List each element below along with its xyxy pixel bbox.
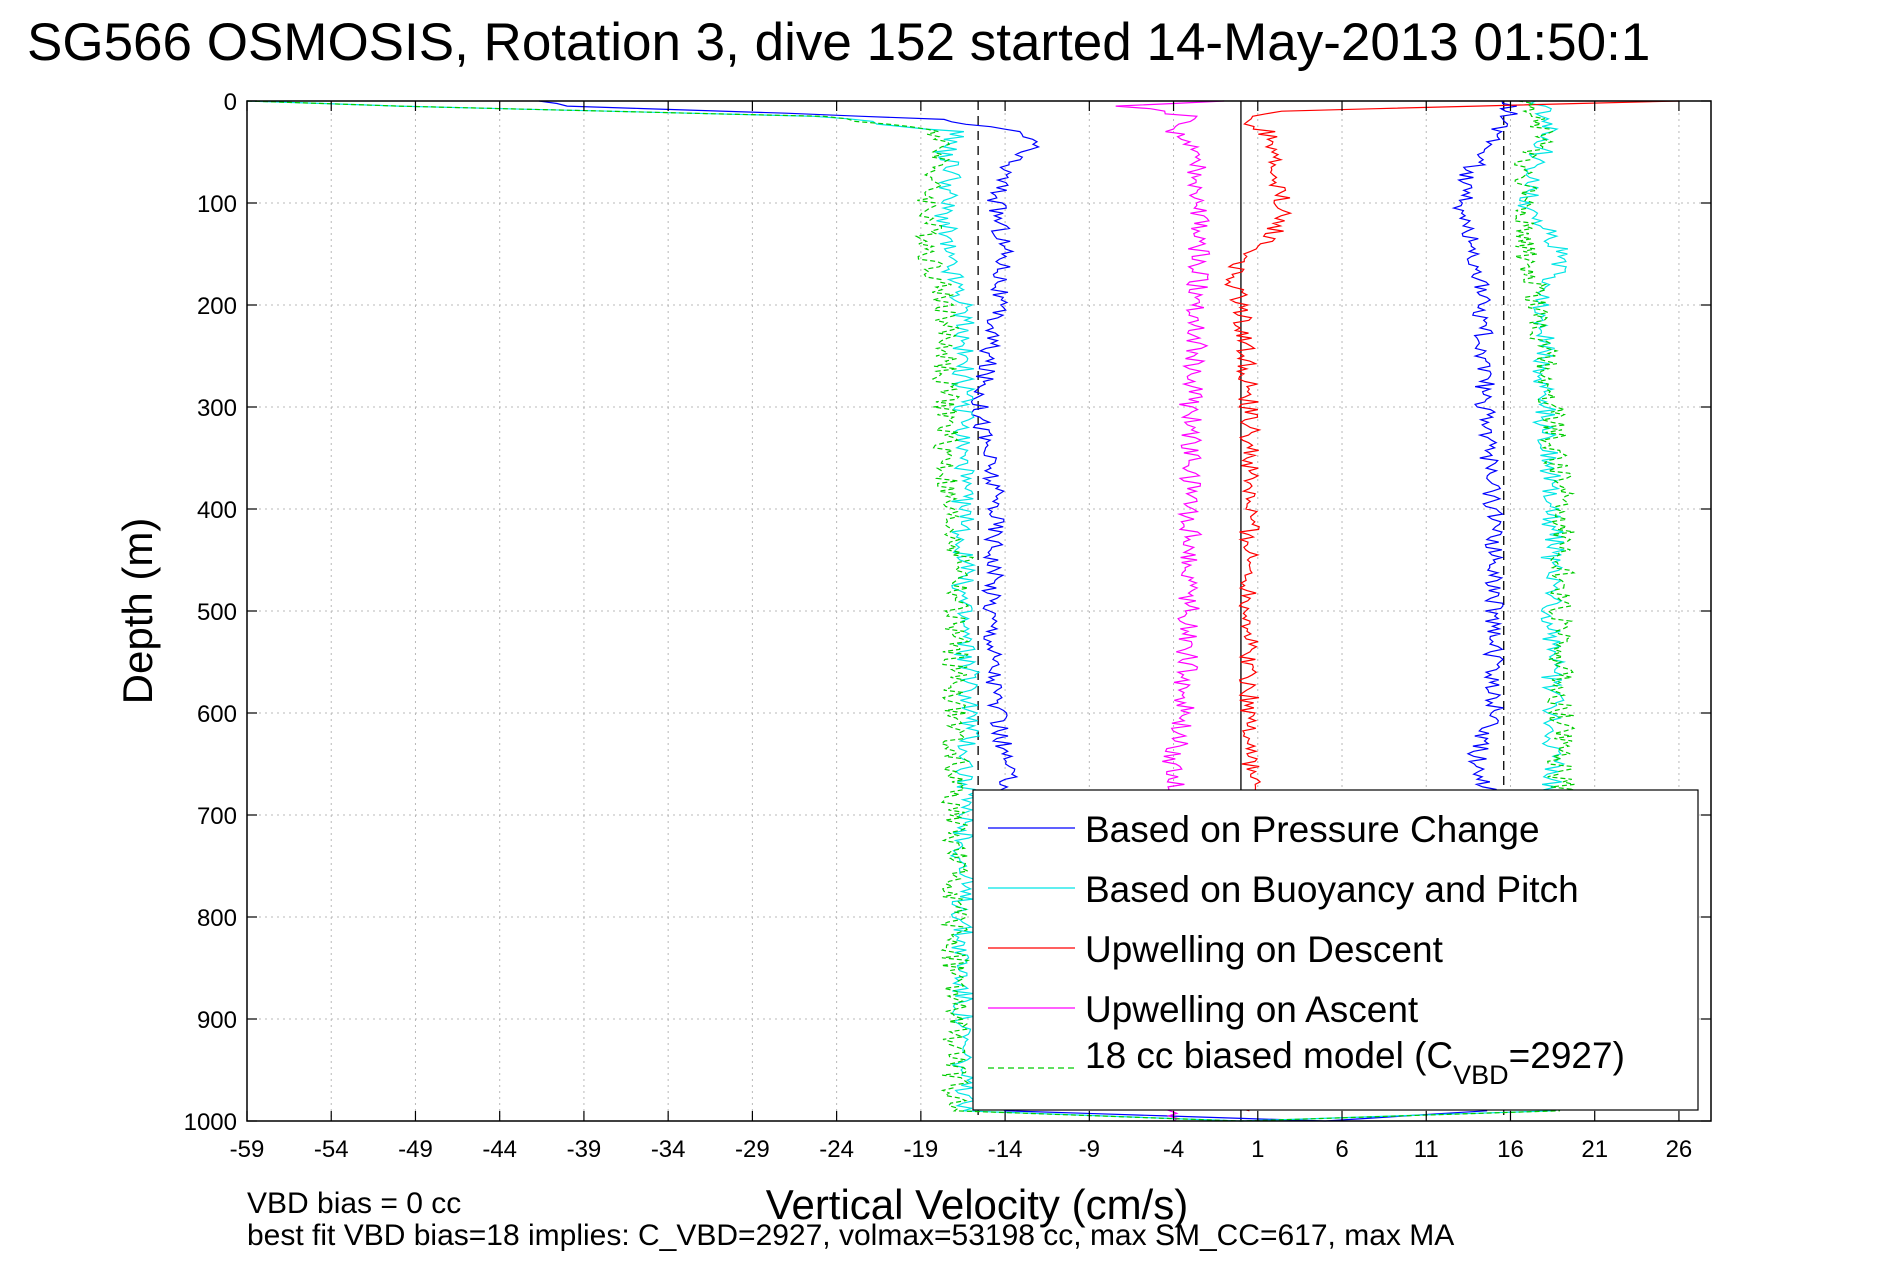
legend-label-ascent: Upwelling on Ascent bbox=[1085, 989, 1419, 1030]
legend-label-pressure: Based on Pressure Change bbox=[1085, 809, 1540, 850]
x-tick-label: -14 bbox=[988, 1136, 1023, 1163]
x-tick-label: -49 bbox=[398, 1136, 433, 1163]
legend-label-model: 18 cc biased model (CVBD=2927) bbox=[1085, 1035, 1625, 1090]
axis-ticks bbox=[246, 100, 1711, 1122]
y-tick-label: 300 bbox=[197, 395, 237, 422]
y-tick-label: 200 bbox=[197, 293, 237, 320]
legend-label-buoyancy: Based on Buoyancy and Pitch bbox=[1085, 869, 1579, 910]
x-tick-label: -24 bbox=[819, 1136, 854, 1163]
y-tick-label: 1000 bbox=[184, 1109, 237, 1136]
y-tick-label: 0 bbox=[224, 89, 237, 116]
y-tick-label: 700 bbox=[197, 803, 237, 830]
legend-box bbox=[972, 789, 1699, 1111]
x-tick-label: -59 bbox=[230, 1136, 265, 1163]
y-tick-labels: 0 100 200 300 400 500 600 700 800 900 1000 bbox=[184, 89, 237, 1136]
x-tick-label: -4 bbox=[1163, 1136, 1184, 1163]
x-tick-label: -29 bbox=[735, 1136, 770, 1163]
y-tick-label: 600 bbox=[197, 701, 237, 728]
x-tick-label: -19 bbox=[904, 1136, 939, 1163]
legend: Based on Pressure Change Based on Buoyan… bbox=[972, 789, 1699, 1111]
x-tick-label: -54 bbox=[314, 1136, 349, 1163]
footer-line-1: VBD bias = 0 cc bbox=[247, 1187, 461, 1220]
x-tick-label: 1 bbox=[1251, 1136, 1264, 1163]
chart-title: SG566 OSMOSIS, Rotation 3, dive 152 star… bbox=[27, 13, 1650, 72]
x-tick-label: -44 bbox=[482, 1136, 517, 1163]
x-tick-label: -9 bbox=[1079, 1136, 1100, 1163]
legend-label-descent: Upwelling on Descent bbox=[1085, 929, 1444, 970]
x-tick-label: -34 bbox=[651, 1136, 686, 1163]
x-tick-label: 21 bbox=[1581, 1136, 1608, 1163]
x-tick-label: -39 bbox=[567, 1136, 602, 1163]
x-tick-label: 16 bbox=[1497, 1136, 1524, 1163]
x-tick-label: 6 bbox=[1335, 1136, 1348, 1163]
x-tick-labels: -59 -54 -49 -44 -39 -34 -29 -24 -19 -14 -9 -4 1 6 11 16… bbox=[230, 1136, 1693, 1163]
footer-line-2: best fit VBD bias=18 implies: C_VBD=2927… bbox=[247, 1219, 1454, 1252]
y-tick-label: 400 bbox=[197, 497, 237, 524]
y-tick-label: 900 bbox=[197, 1007, 237, 1034]
x-axis-label: Vertical Velocity (cm/s) bbox=[766, 1181, 1188, 1228]
y-tick-label: 100 bbox=[197, 191, 237, 218]
x-tick-label: 26 bbox=[1666, 1136, 1693, 1163]
y-tick-label: 800 bbox=[197, 905, 237, 932]
y-axis-label: Depth (m) bbox=[114, 518, 161, 705]
y-tick-label: 500 bbox=[197, 599, 237, 626]
x-tick-label: 11 bbox=[1414, 1136, 1439, 1163]
